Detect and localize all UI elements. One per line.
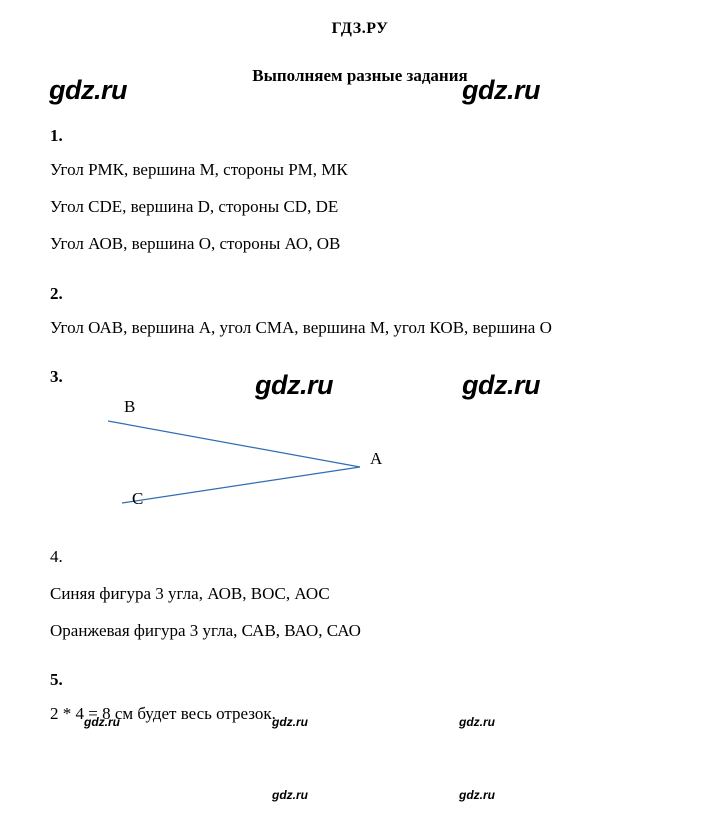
problem-2: 2. Угол ОАВ, вершина А, угол СМА, вершин… xyxy=(50,284,670,341)
watermark-9: gdz.ru xyxy=(459,788,495,802)
problem-1-number: 1. xyxy=(50,126,670,146)
watermark-8: gdz.ru xyxy=(272,788,308,802)
vertex-label-b: B xyxy=(124,397,135,417)
problem-1-line-3: Угол АОВ, вершина О, стороны АО, ОВ xyxy=(50,230,670,257)
problem-5-line: 2 * 4 = 8 см будет весь отрезок. xyxy=(50,700,670,727)
problem-2-number: 2. xyxy=(50,284,670,304)
problem-3-number: 3. xyxy=(50,367,670,387)
problem-5-number: 5. xyxy=(50,670,670,690)
problem-3: 3. B A C xyxy=(50,367,670,517)
problem-5: 5. 2 * 4 = 8 см будет весь отрезок. xyxy=(50,670,670,727)
problem-4-number: 4. xyxy=(50,543,670,570)
problem-2-line: Угол ОАВ, вершина А, угол СМА, вершина М… xyxy=(50,314,670,341)
angle-line-ca xyxy=(122,467,360,503)
angle-diagram: B A C xyxy=(80,397,420,517)
problem-1-line-1: Угол РМК, вершина М, стороны РМ, МК xyxy=(50,156,670,183)
problem-4-line-1: Синяя фигура 3 угла, АОВ, ВОС, АОС xyxy=(50,580,670,607)
vertex-label-c: C xyxy=(132,489,143,509)
problem-4: 4. Синяя фигура 3 угла, АОВ, ВОС, АОС Ор… xyxy=(50,543,670,645)
vertex-label-a: A xyxy=(370,449,382,469)
site-header: ГДЗ.РУ xyxy=(50,20,670,38)
section-title: Выполняем разные задания xyxy=(50,66,670,86)
problem-4-line-2: Оранжевая фигура 3 угла, САВ, ВАО, САО xyxy=(50,617,670,644)
angle-line-ba xyxy=(108,421,360,467)
problem-1-line-2: Угол CDE, вершина D, стороны CD, DE xyxy=(50,193,670,220)
problem-1: 1. Угол РМК, вершина М, стороны РМ, МК У… xyxy=(50,126,670,258)
